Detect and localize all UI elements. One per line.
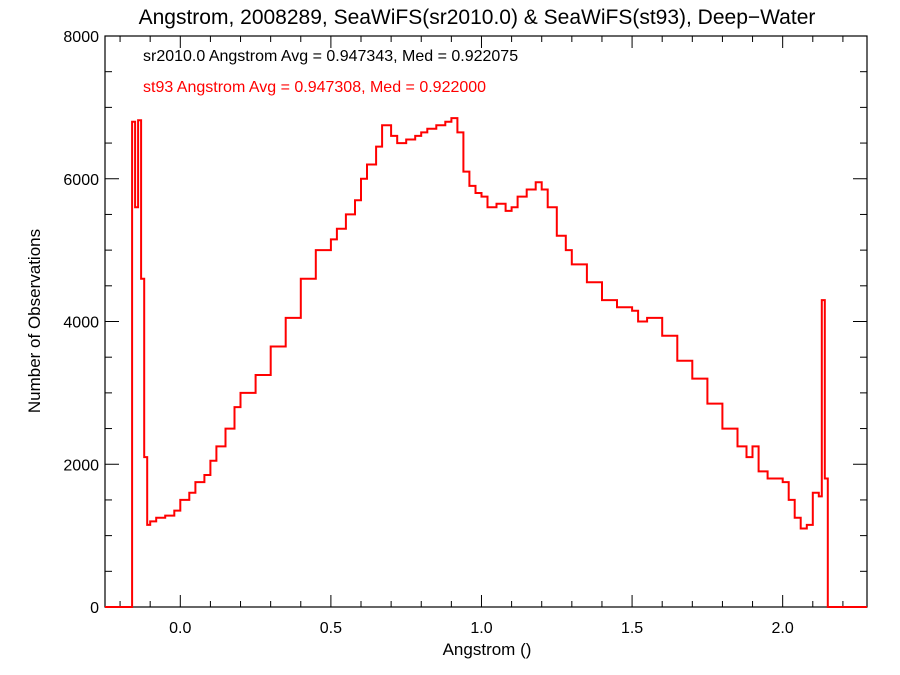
x-tick-label: 1.5 [621,620,643,637]
plot-axes [104,35,868,608]
x-axis-label: Angstrom () [443,640,532,659]
y-tick-label: 2000 [63,457,99,474]
y-tick-label: 8000 [63,29,99,46]
y-tick-label: 0 [90,600,99,617]
x-tick-label: 0.5 [320,620,342,637]
plot-frame [104,35,868,608]
annotation-sr2010-stats: sr2010.0 Angstrom Avg = 0.947343, Med = … [143,48,518,65]
y-axis-label: Number of Observations [25,229,44,413]
y-tick-label: 6000 [63,172,99,189]
x-tick-label: 2.0 [772,620,794,637]
y-tick-label: 4000 [63,315,99,332]
x-tick-label: 1.0 [470,620,492,637]
histogram-series [105,117,867,608]
chart-title: Angstrom, 2008289, SeaWiFS(sr2010.0) & S… [139,6,816,29]
axis-ticks [105,35,867,608]
axis-tick-labels: 0.0 0.5 1.0 1.5 2.0 0 2000 4000 6000 8000 [63,29,793,637]
histogram-step-line [105,117,867,608]
x-tick-label: 0.0 [169,620,191,637]
annotation-st93-stats: st93 Angstrom Avg = 0.947308, Med = 0.92… [143,79,486,96]
